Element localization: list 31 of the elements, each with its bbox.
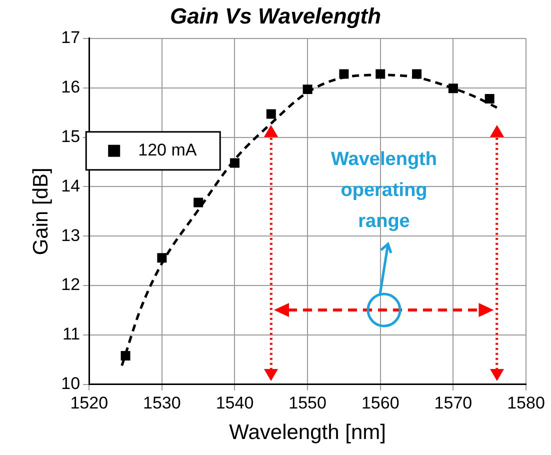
point: [448, 84, 458, 94]
y-tick-label: 17: [61, 28, 80, 48]
point: [302, 84, 312, 94]
point: [266, 109, 276, 119]
x-tick-label: 1560: [361, 393, 400, 412]
point: [157, 253, 167, 263]
y-tick-label: 10: [61, 374, 80, 394]
point: [484, 94, 494, 104]
point: [339, 69, 349, 79]
x-tick-label: 1530: [143, 393, 181, 412]
x-tick-label: 1520: [70, 393, 108, 412]
point: [230, 158, 240, 168]
x-axis-title: Wavelength [nm]: [229, 421, 386, 444]
point: [194, 198, 204, 208]
x-tick-label: 1540: [216, 393, 254, 412]
x-tick-label: 1580: [507, 393, 545, 412]
x-tick-label: 1570: [434, 393, 472, 412]
point: [120, 350, 130, 360]
y-tick-label: 13: [61, 226, 80, 245]
chart-title: Gain Vs Wavelength: [170, 3, 382, 28]
point: [376, 69, 386, 79]
legend-label: 120 mA: [138, 140, 198, 160]
x-tick-label: 1550: [288, 393, 326, 412]
y-tick-label: 15: [61, 126, 80, 146]
y-axis-title: Gain [dB]: [29, 168, 52, 256]
point: [412, 69, 422, 79]
y-tick-label: 14: [61, 176, 80, 196]
annotation: Wavelength operating range: [331, 148, 437, 232]
y-tick-label: 12: [61, 275, 80, 294]
y-tick-label: 16: [61, 78, 80, 97]
y-tick-label: 11: [62, 324, 80, 344]
